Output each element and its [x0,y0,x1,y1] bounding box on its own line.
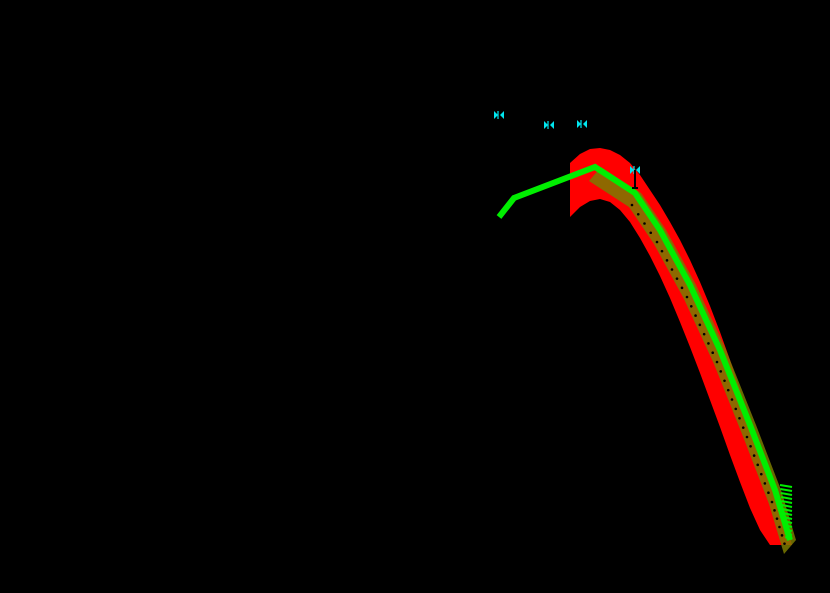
model-dot [756,463,760,467]
model-dot [630,203,634,207]
model-dot [752,454,756,457]
model-dot [715,360,719,364]
model-dot [778,525,781,529]
model-tail-tick [782,516,793,520]
model-band-area [570,148,792,545]
model-dots [630,203,786,545]
model-tail-tick [781,500,793,504]
model-dot [770,500,774,504]
model-tail-tick [780,492,793,496]
model-dot [730,398,734,401]
model-dot [763,482,767,485]
model-dot [660,249,664,253]
data-point-marker [544,121,554,129]
model-dot [702,332,706,336]
model-dot [694,314,697,317]
model-dot [649,231,653,235]
model-dot [738,416,741,420]
model-line [496,163,793,541]
model-dot [759,472,763,476]
model-tail-tick [783,520,793,524]
model-tail-tick [784,532,793,536]
model-dot [734,407,738,411]
model-dot [723,379,726,383]
model-dot [698,323,702,327]
model-dot [745,435,749,439]
model-dot [711,351,715,355]
model-dot [741,426,745,429]
model-dot [655,240,659,244]
model-tail-tick [783,524,793,528]
model-tail-tick [779,484,793,488]
model-tail-tick [781,496,793,500]
model-dot [636,212,640,216]
model-tail-tick [784,528,793,532]
model-tail-tick [782,512,793,516]
model-dot [726,388,730,392]
upper-limit [632,170,638,189]
model-dot [665,259,669,262]
data-point-marker [630,166,640,174]
data-point-marker [577,120,587,128]
model-dot [780,534,784,537]
model-tail-tick [781,504,793,508]
green-model-polyline [496,163,793,541]
model-dot [675,277,679,280]
model-dot [749,444,752,448]
model-overlap-strip [589,167,796,554]
model-tail-tick [784,536,793,540]
model-dot [680,286,684,290]
model-tail-tick [782,508,793,512]
data-point-marker [494,111,504,119]
model-dot [685,295,689,299]
model-dot [783,542,786,545]
model-dot [643,222,646,225]
model-dot [670,268,674,271]
model-tail-tick [780,488,793,492]
model-dot [689,304,693,308]
model-dot [707,342,710,345]
model-dot [719,370,723,373]
model-dot [773,509,776,512]
model-band [570,148,796,554]
model-dot [767,491,770,495]
model-dot [775,517,779,520]
